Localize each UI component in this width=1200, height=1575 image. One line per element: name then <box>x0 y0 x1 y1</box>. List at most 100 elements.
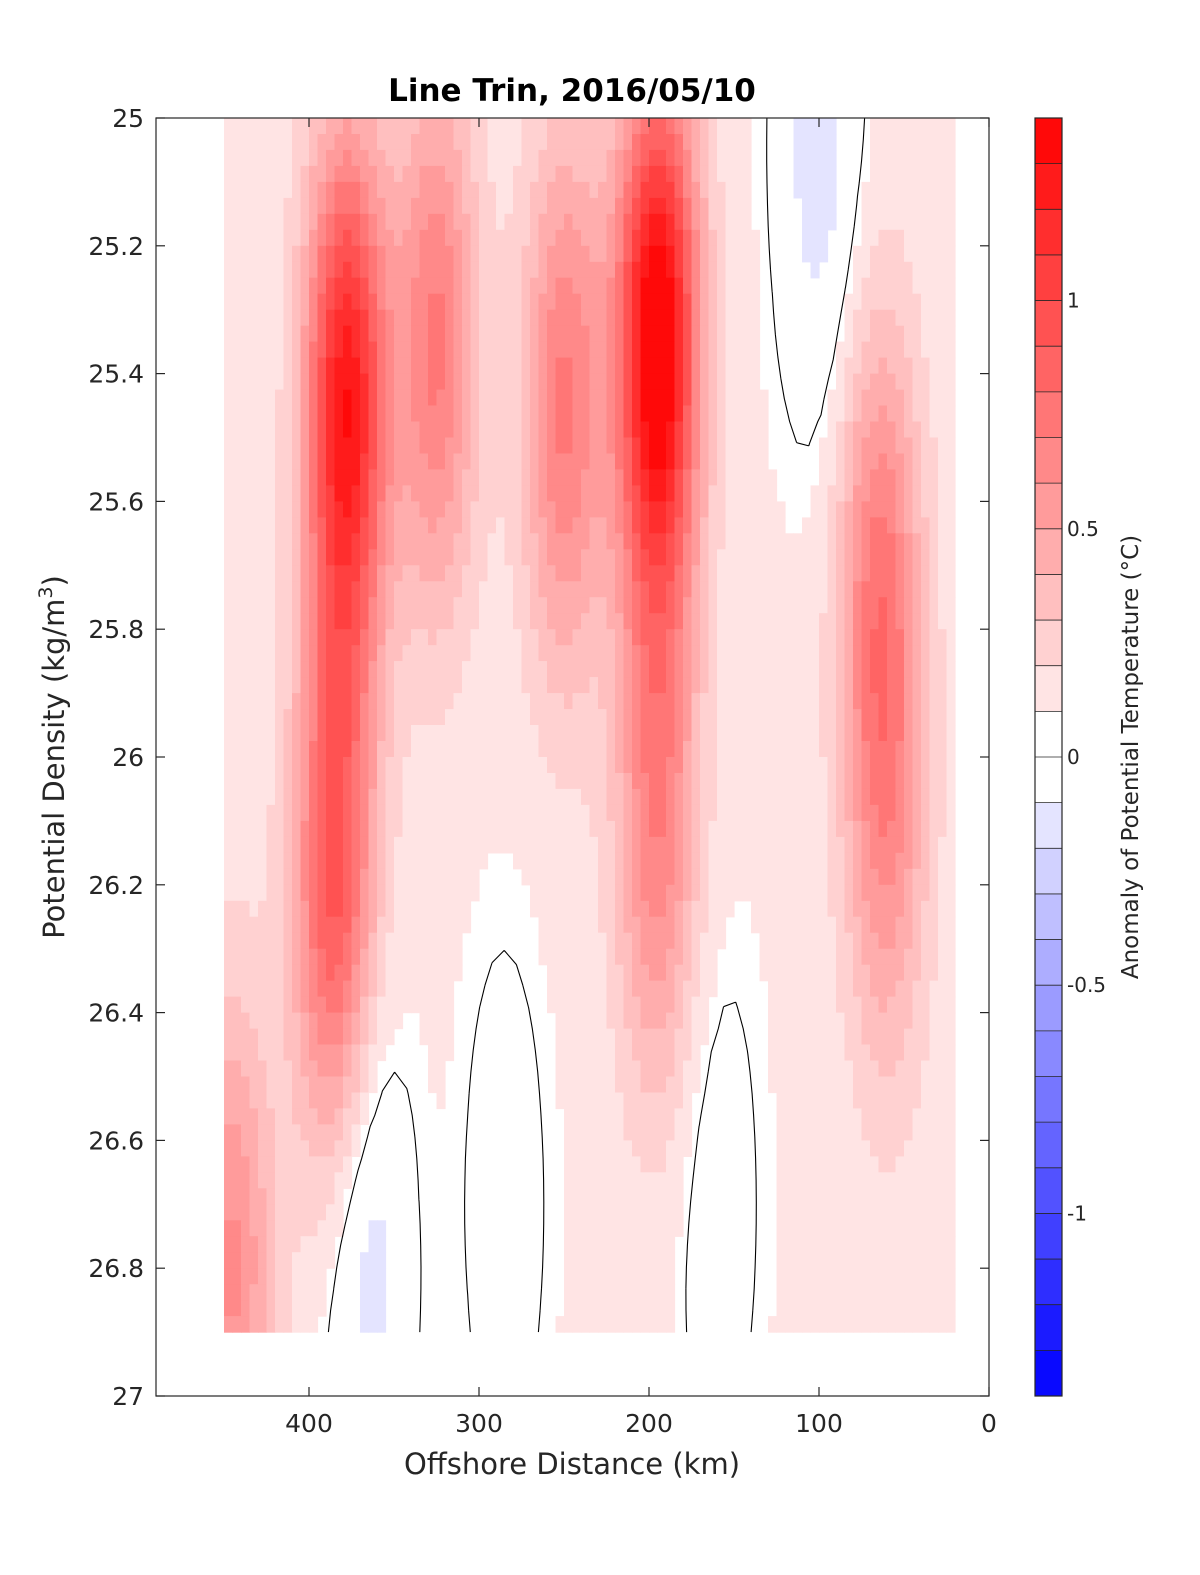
field-cell <box>402 229 412 247</box>
field-cell <box>411 709 421 726</box>
field-cell <box>623 485 633 502</box>
field-cell <box>309 309 319 327</box>
field-cell <box>224 916 234 934</box>
field-cell <box>283 1268 293 1285</box>
field-cell <box>351 517 361 534</box>
field-cell <box>844 852 854 870</box>
field-cell <box>717 757 727 774</box>
field-cell <box>249 1236 259 1253</box>
field-cell <box>530 197 540 215</box>
field-cell <box>598 884 608 902</box>
field-cell <box>827 804 837 822</box>
field-cell <box>377 517 387 534</box>
field-cell <box>326 629 336 646</box>
field-cell <box>334 804 344 822</box>
field-cell <box>700 996 710 1014</box>
field-cell <box>742 820 752 838</box>
field-cell <box>547 773 557 790</box>
field-cell <box>411 149 421 167</box>
field-cell <box>615 1252 625 1269</box>
field-cell <box>232 309 242 327</box>
field-cell <box>683 581 693 598</box>
field-cell <box>785 693 795 710</box>
field-cell <box>853 517 863 534</box>
field-cell <box>564 549 574 566</box>
field-cell <box>436 948 446 966</box>
field-cell <box>810 1252 820 1269</box>
field-cell <box>241 118 251 135</box>
field-cell <box>487 501 497 518</box>
field-cell <box>887 565 897 582</box>
field-cell <box>615 134 625 151</box>
field-cell <box>708 517 718 534</box>
field-cell <box>317 757 327 774</box>
field-cell <box>717 229 727 247</box>
field-cell <box>224 1236 234 1253</box>
field-cell <box>589 341 599 359</box>
field-cell <box>657 757 667 774</box>
field-cell <box>640 325 650 343</box>
field-cell <box>224 1204 234 1221</box>
field-cell <box>334 725 344 742</box>
field-cell <box>615 597 625 614</box>
field-cell <box>343 1044 353 1062</box>
field-cell <box>504 517 514 534</box>
field-cell <box>589 709 599 726</box>
field-cell <box>428 293 438 311</box>
field-cell <box>657 1172 667 1189</box>
field-cell <box>700 389 710 407</box>
field-cell <box>292 1140 302 1157</box>
field-cell <box>819 900 829 918</box>
field-cell <box>606 964 616 982</box>
field-cell <box>283 613 293 630</box>
field-cell <box>266 1140 276 1157</box>
field-cell <box>657 613 667 630</box>
field-cell <box>266 613 276 630</box>
field-cell <box>683 1092 693 1110</box>
field-cell <box>819 485 829 502</box>
field-cell <box>419 405 429 423</box>
field-cell <box>326 996 336 1014</box>
field-cell <box>428 677 438 694</box>
field-cell <box>564 1060 574 1078</box>
field-cell <box>538 932 548 950</box>
field-cell <box>666 709 676 726</box>
field-cell <box>292 820 302 838</box>
field-cell <box>759 916 769 934</box>
field-cell <box>453 357 463 375</box>
field-cell <box>445 661 455 678</box>
field-cell <box>581 421 591 439</box>
field-cell <box>538 709 548 726</box>
field-cell <box>853 1220 863 1237</box>
field-cell <box>844 1300 854 1317</box>
field-cell <box>615 1044 625 1062</box>
field-cell <box>810 501 820 518</box>
field-cell <box>785 533 795 550</box>
field-cell <box>394 1012 404 1030</box>
field-cell <box>232 245 242 263</box>
field-cell <box>249 134 259 151</box>
field-cell <box>521 581 531 598</box>
field-cell <box>683 197 693 215</box>
field-cell <box>411 788 421 806</box>
field-cell <box>853 741 863 758</box>
field-cell <box>530 357 540 375</box>
field-cell <box>844 485 854 502</box>
field-cell <box>521 725 531 742</box>
field-cell <box>385 1012 395 1030</box>
field-cell <box>793 1044 803 1062</box>
field-cell <box>649 948 659 966</box>
field-cell <box>717 501 727 518</box>
field-cell <box>853 389 863 407</box>
field-cell <box>878 1172 888 1189</box>
field-cell <box>683 661 693 678</box>
field-cell <box>657 1268 667 1285</box>
field-cell <box>589 533 599 550</box>
field-cell <box>547 629 557 646</box>
field-cell <box>589 868 599 886</box>
field-cell <box>275 1012 285 1030</box>
field-cell <box>785 788 795 806</box>
field-cell <box>691 677 701 694</box>
field-cell <box>564 820 574 838</box>
field-cell <box>632 1236 642 1253</box>
